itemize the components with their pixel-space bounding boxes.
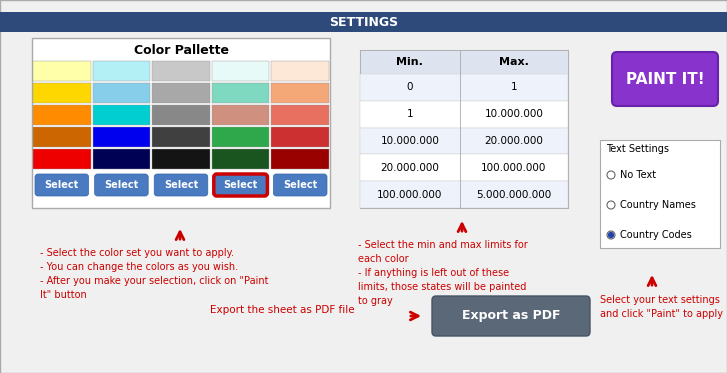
Circle shape bbox=[607, 231, 615, 239]
Text: No Text: No Text bbox=[620, 170, 656, 180]
Text: 1: 1 bbox=[406, 109, 413, 119]
FancyBboxPatch shape bbox=[212, 83, 270, 103]
FancyBboxPatch shape bbox=[212, 149, 270, 169]
FancyBboxPatch shape bbox=[212, 105, 270, 125]
FancyBboxPatch shape bbox=[360, 101, 568, 128]
Text: Select your text settings
and click "Paint" to apply: Select your text settings and click "Pai… bbox=[600, 295, 723, 319]
Text: Select: Select bbox=[223, 180, 258, 190]
FancyBboxPatch shape bbox=[271, 127, 329, 147]
FancyBboxPatch shape bbox=[152, 61, 210, 81]
FancyBboxPatch shape bbox=[33, 149, 91, 169]
FancyBboxPatch shape bbox=[432, 296, 590, 336]
Text: Text Settings: Text Settings bbox=[606, 144, 669, 154]
FancyBboxPatch shape bbox=[152, 105, 210, 125]
FancyBboxPatch shape bbox=[33, 61, 91, 81]
FancyBboxPatch shape bbox=[212, 127, 270, 147]
FancyBboxPatch shape bbox=[600, 140, 720, 248]
Text: Export as PDF: Export as PDF bbox=[462, 310, 561, 323]
FancyBboxPatch shape bbox=[92, 149, 150, 169]
Text: 100.000.000: 100.000.000 bbox=[377, 189, 443, 200]
Text: 10.000.000: 10.000.000 bbox=[484, 109, 543, 119]
Text: Select: Select bbox=[164, 180, 198, 190]
Text: 100.000.000: 100.000.000 bbox=[481, 163, 547, 173]
FancyBboxPatch shape bbox=[271, 83, 329, 103]
FancyBboxPatch shape bbox=[360, 50, 568, 208]
Text: Max.: Max. bbox=[499, 57, 529, 67]
FancyBboxPatch shape bbox=[152, 149, 210, 169]
FancyBboxPatch shape bbox=[271, 149, 329, 169]
Text: SETTINGS: SETTINGS bbox=[329, 16, 398, 28]
FancyBboxPatch shape bbox=[33, 105, 91, 125]
FancyBboxPatch shape bbox=[154, 174, 208, 196]
FancyBboxPatch shape bbox=[92, 127, 150, 147]
Text: 20.000.000: 20.000.000 bbox=[380, 163, 439, 173]
FancyBboxPatch shape bbox=[360, 181, 568, 208]
FancyBboxPatch shape bbox=[214, 174, 268, 196]
Text: - Select the min and max limits for
each color
- If anything is left out of thes: - Select the min and max limits for each… bbox=[358, 240, 528, 306]
FancyBboxPatch shape bbox=[152, 127, 210, 147]
Text: Select: Select bbox=[104, 180, 139, 190]
Text: Export the sheet as PDF file: Export the sheet as PDF file bbox=[210, 305, 355, 315]
FancyBboxPatch shape bbox=[360, 74, 568, 101]
FancyBboxPatch shape bbox=[360, 50, 568, 74]
Circle shape bbox=[608, 232, 614, 238]
Text: 1: 1 bbox=[510, 82, 517, 93]
FancyBboxPatch shape bbox=[33, 83, 91, 103]
Text: 20.000.000: 20.000.000 bbox=[484, 136, 543, 146]
FancyBboxPatch shape bbox=[273, 174, 327, 196]
FancyBboxPatch shape bbox=[271, 61, 329, 81]
FancyBboxPatch shape bbox=[360, 154, 568, 181]
Text: Country Names: Country Names bbox=[620, 200, 696, 210]
FancyBboxPatch shape bbox=[360, 128, 568, 154]
FancyBboxPatch shape bbox=[32, 38, 330, 208]
Circle shape bbox=[607, 171, 615, 179]
Text: Min.: Min. bbox=[396, 57, 423, 67]
FancyBboxPatch shape bbox=[95, 174, 148, 196]
FancyBboxPatch shape bbox=[33, 127, 91, 147]
FancyBboxPatch shape bbox=[612, 52, 718, 106]
FancyBboxPatch shape bbox=[0, 12, 727, 32]
FancyBboxPatch shape bbox=[92, 61, 150, 81]
FancyBboxPatch shape bbox=[271, 105, 329, 125]
FancyBboxPatch shape bbox=[212, 61, 270, 81]
FancyBboxPatch shape bbox=[92, 105, 150, 125]
Text: Select: Select bbox=[283, 180, 317, 190]
Text: Select: Select bbox=[44, 180, 79, 190]
Text: 10.000.000: 10.000.000 bbox=[380, 136, 439, 146]
Text: Country Codes: Country Codes bbox=[620, 230, 692, 240]
Text: PAINT IT!: PAINT IT! bbox=[626, 72, 704, 87]
Text: 5.000.000.000: 5.000.000.000 bbox=[476, 189, 552, 200]
Text: Color Pallette: Color Pallette bbox=[134, 44, 228, 56]
Circle shape bbox=[607, 201, 615, 209]
FancyBboxPatch shape bbox=[152, 83, 210, 103]
FancyBboxPatch shape bbox=[35, 174, 89, 196]
Text: - Select the color set you want to apply.
- You can change the colors as you wis: - Select the color set you want to apply… bbox=[40, 248, 268, 300]
Text: 0: 0 bbox=[406, 82, 413, 93]
FancyBboxPatch shape bbox=[92, 83, 150, 103]
